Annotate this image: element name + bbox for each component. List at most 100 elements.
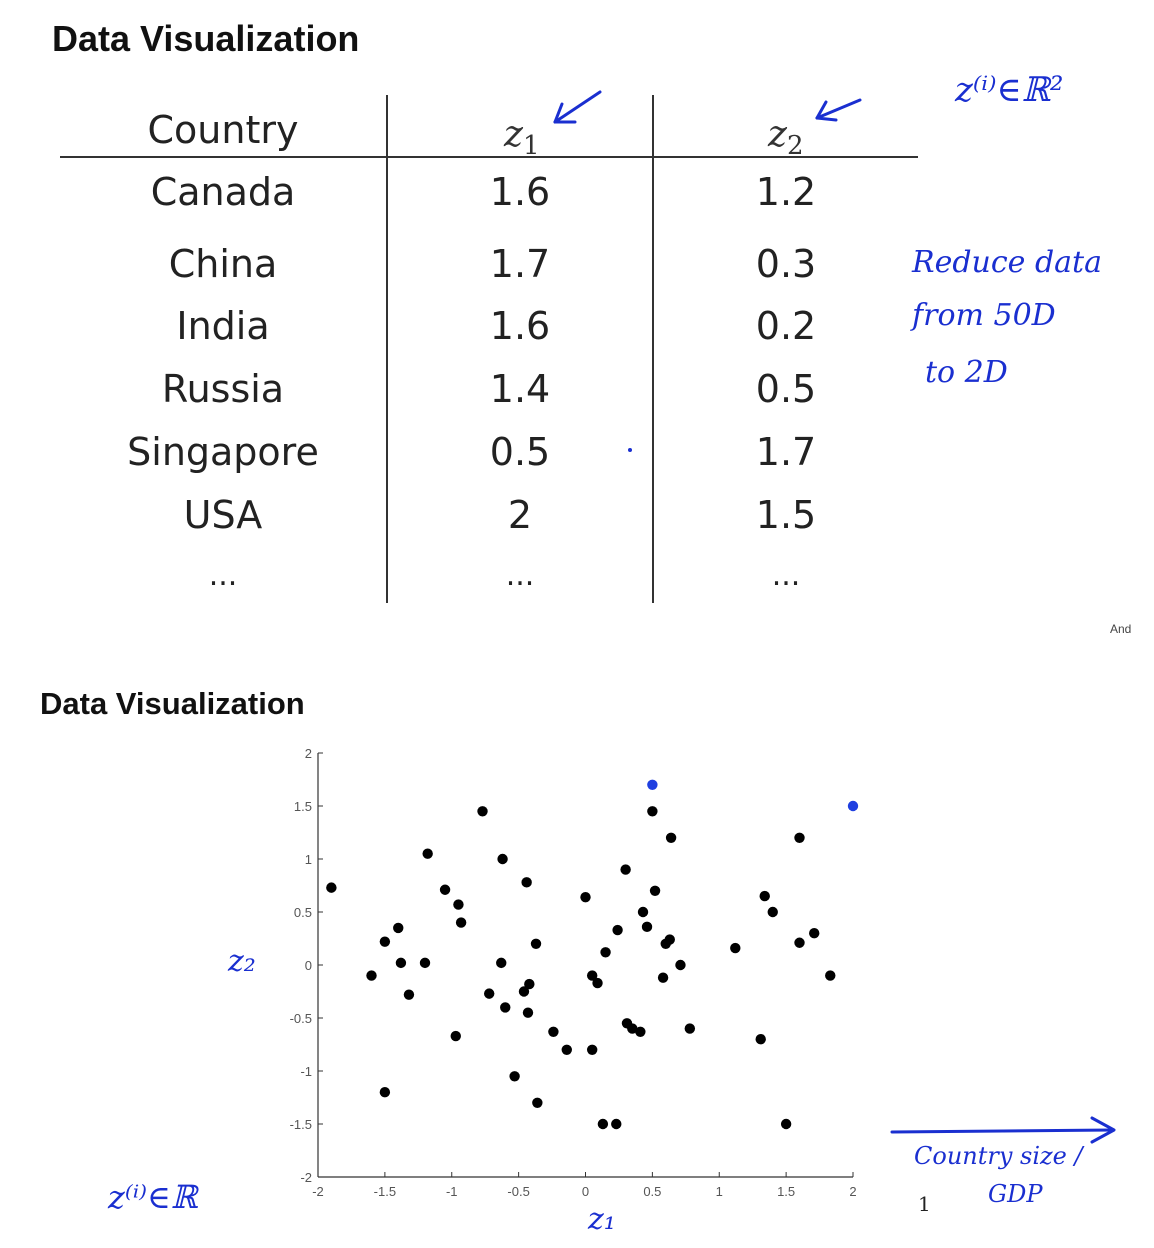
data-point (780, 1118, 792, 1130)
arrow-to-z1-icon (553, 90, 602, 124)
data-point (611, 1118, 622, 1130)
x-tick-label: 1.5 (777, 1184, 795, 1199)
x-tick-label: 2 (849, 1184, 856, 1199)
cell-z1: 1.4 (489, 367, 551, 411)
data-point (586, 1044, 598, 1056)
x-tick-label: -0.5 (507, 1184, 529, 1199)
data-point (500, 1002, 511, 1013)
y-tick-label: 2 (305, 746, 312, 761)
data-point (620, 864, 631, 875)
cell-z2: 0.3 (755, 242, 817, 286)
y-tick-label: 0.5 (294, 905, 312, 920)
cell-country: China (168, 242, 278, 286)
data-point (612, 924, 623, 936)
cell-country: India (176, 304, 270, 348)
cell-z2: 1.2 (755, 170, 817, 214)
annotation-reduce-line1: Reduce data (912, 245, 1102, 280)
data-point (521, 877, 532, 888)
data-point (422, 848, 433, 859)
data-point (532, 1097, 543, 1109)
data-point (419, 957, 431, 969)
y-tick-label: 1 (305, 852, 312, 867)
data-point (379, 1087, 391, 1098)
annotation-arrow-label-2: GDP (988, 1180, 1043, 1208)
data-point (730, 942, 741, 954)
table-column-divider-2 (652, 95, 654, 603)
data-point (393, 922, 404, 934)
cell-z2: 1.7 (755, 430, 817, 474)
x-tick-label: -2 (312, 1184, 324, 1199)
y-tick-label: 0 (305, 958, 312, 973)
corner-text: And (1110, 622, 1132, 636)
data-point (675, 959, 686, 971)
data-point (794, 937, 805, 948)
data-point (524, 978, 535, 990)
annotation-x-label: z₁ (588, 1202, 616, 1237)
data-point (548, 1026, 559, 1037)
data-point (637, 906, 649, 918)
slide2-title: Data Visualization (40, 686, 305, 721)
y-tick-label: -1.5 (290, 1117, 312, 1132)
data-point (759, 890, 770, 902)
annotation-reduce-line3: to 2D (925, 355, 1008, 390)
cell-country: Canada (150, 170, 296, 214)
x-tick-label: 1 (716, 1184, 723, 1199)
data-point (453, 899, 464, 910)
cell-z1: 1.6 (489, 170, 551, 214)
column-header-z2: z2 (768, 114, 804, 162)
x-tick-label: 0 (582, 1184, 589, 1199)
x-tick-label: -1 (446, 1184, 458, 1199)
data-point (665, 832, 677, 843)
data-point (635, 1026, 646, 1037)
arrow-head-icon (1090, 1116, 1116, 1144)
annotation-y-label: z₂ (228, 944, 256, 979)
cell-z1: 0.5 (489, 430, 551, 474)
data-point (439, 884, 451, 895)
cell-country: ... (208, 558, 238, 593)
highlighted-data-point (847, 800, 859, 812)
data-point (477, 806, 488, 817)
data-point (600, 947, 611, 958)
data-point (586, 970, 598, 981)
data-point (379, 936, 391, 947)
data-point (825, 970, 836, 981)
data-point (809, 928, 820, 939)
data-point (627, 1023, 638, 1034)
data-point (647, 806, 658, 817)
handwritten-arrows (553, 90, 862, 452)
annotation-arrow-label-1: Country size / (914, 1142, 1083, 1170)
column-header-country: Country (147, 108, 299, 152)
page-number: 1 (918, 1192, 931, 1216)
data-point (755, 1034, 766, 1045)
cell-country: Russia (161, 367, 285, 411)
data-point (580, 891, 591, 903)
cell-z1: ... (505, 558, 535, 593)
cell-z2: ... (771, 558, 801, 593)
data-point (767, 906, 778, 918)
data-point (509, 1071, 520, 1082)
data-point (597, 1118, 609, 1130)
table-column-divider-1 (386, 95, 388, 603)
cell-z2: 0.5 (755, 367, 817, 411)
stray-dot (628, 448, 632, 452)
arrow-to-z2-icon (815, 98, 862, 122)
cell-z2: 0.2 (755, 304, 817, 348)
x-tick-label: -1.5 (374, 1184, 396, 1199)
cell-z1: 1.6 (489, 304, 551, 348)
annotation-z-in-r2: z⁽ⁱ⁾∈ℝ² (955, 70, 1064, 110)
cell-z1: 2 (507, 493, 533, 537)
slide2-title-clip: Data Visualization (40, 686, 305, 722)
data-point (403, 989, 415, 1000)
annotation-reduce-line2: from 50D (912, 298, 1056, 333)
y-tick-label: -2 (300, 1170, 312, 1185)
data-point (518, 986, 530, 997)
data-point (484, 988, 495, 999)
annotation-z-in-r: z⁽ⁱ⁾∈ℝ (108, 1178, 198, 1216)
cell-z1: 1.7 (489, 242, 551, 286)
y-tick-label: 1.5 (294, 799, 312, 814)
data-point (455, 917, 467, 928)
arrow-line-icon (890, 1128, 1114, 1134)
data-point (561, 1044, 572, 1056)
data-point (522, 1007, 534, 1018)
